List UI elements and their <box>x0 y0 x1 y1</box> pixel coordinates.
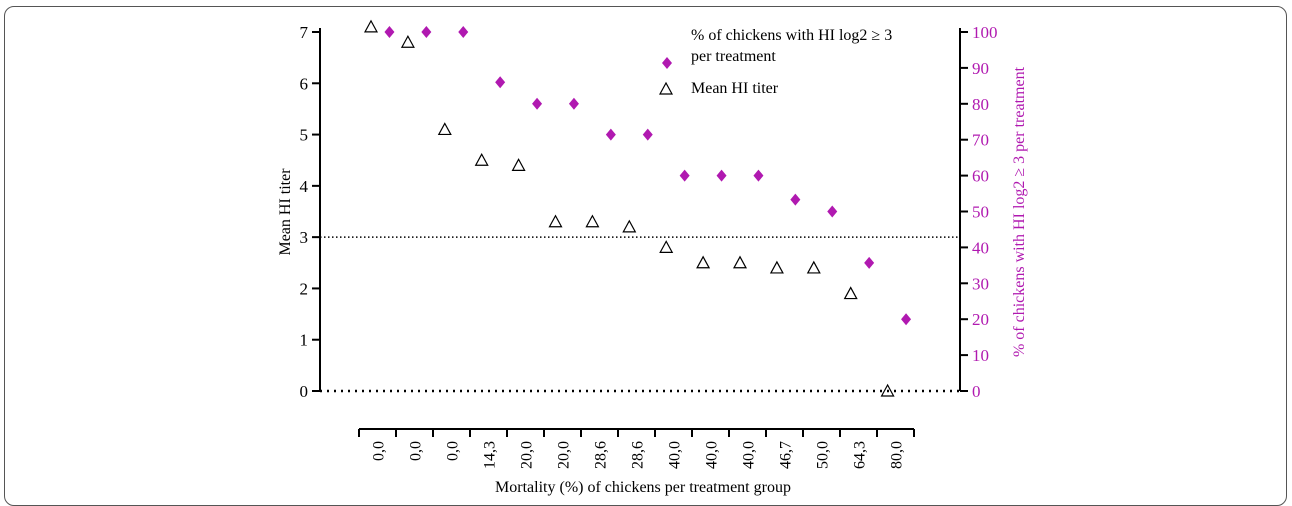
x-tick-label: 20,0 <box>556 441 573 469</box>
percent-chickens-point <box>901 313 912 326</box>
percent-chickens-point <box>384 26 395 38</box>
percent-chickens-point <box>827 205 838 218</box>
mean-hi-titer-point <box>400 35 415 48</box>
mean-hi-titer-point <box>511 158 526 171</box>
x-tick-label: 80,0 <box>889 441 906 469</box>
x-tick-label: 40,0 <box>741 441 758 469</box>
y-right-tick-label: 80 <box>972 95 989 114</box>
mean-hi-titer-point <box>548 214 563 228</box>
y-right-tick-label: 20 <box>972 310 989 329</box>
legend-label-mean-hi: Mean HI titer <box>691 80 779 97</box>
y-right-tick-label: 70 <box>972 131 989 150</box>
mean-hi-titer-point <box>659 240 674 253</box>
percent-chickens-point <box>421 26 432 38</box>
mean-hi-titer-point <box>769 260 784 274</box>
legend-label-percent-line2: per treatment <box>691 48 776 65</box>
mean-hi-titer-point <box>585 214 600 228</box>
y-right-tick-label: 100 <box>972 23 998 42</box>
x-tick-label: 46,7 <box>778 441 795 469</box>
x-tick-label: 64,3 <box>852 441 869 469</box>
x-tick-label: 40,0 <box>667 441 684 469</box>
y-left-tick-label: 5 <box>300 126 309 145</box>
y-left-tick-label: 0 <box>300 382 309 401</box>
x-tick-label: 20,0 <box>519 441 536 469</box>
percent-chickens-point <box>605 128 616 141</box>
y-right-tick-label: 50 <box>972 203 989 222</box>
percent-chickens-point <box>679 169 690 182</box>
legend-label-percent-line1: % of chickens with HI log2 ≥ 3 <box>691 27 892 44</box>
mean-hi-titer-point <box>363 19 379 33</box>
legend-diamond-marker <box>662 57 672 69</box>
y-left-tick-label: 4 <box>300 177 309 196</box>
x-tick-label: 28,6 <box>630 441 647 469</box>
mean-hi-titer-point <box>732 255 748 269</box>
mean-hi-titer-point <box>622 219 637 233</box>
mean-hi-titer-point <box>474 152 489 166</box>
percent-chickens-point <box>458 26 469 38</box>
y-left-tick-label: 3 <box>300 228 309 247</box>
y-axis-right-label: % of chickens with HI log2 ≥ 3 per treat… <box>1011 66 1028 357</box>
y-axis-left-label: Mean HI titer <box>277 168 294 256</box>
legend-triangle-marker <box>658 81 674 95</box>
y-right-tick-label: 10 <box>972 346 989 365</box>
y-right-tick-label: 0 <box>972 382 981 401</box>
y-right-tick-label: 60 <box>972 167 989 186</box>
x-tick-label: 0,0 <box>408 441 425 461</box>
figure-frame <box>4 6 1287 506</box>
x-tick-label: 0,0 <box>445 441 462 461</box>
percent-chickens-point <box>568 97 579 110</box>
y-left-tick-label: 1 <box>300 331 309 350</box>
y-left-tick-label: 7 <box>300 23 309 42</box>
x-tick-label: 50,0 <box>815 441 832 469</box>
y-right-tick-label: 90 <box>972 59 989 78</box>
y-left-tick-label: 2 <box>300 279 309 298</box>
percent-chickens-point <box>864 256 875 269</box>
mean-hi-titer-point <box>806 260 821 274</box>
mean-hi-titer-point <box>437 122 452 136</box>
percent-chickens-point <box>753 169 764 182</box>
y-right-tick-label: 30 <box>972 274 989 293</box>
x-axis-label: Mortality (%) of chickens per treatment … <box>495 479 791 496</box>
percent-chickens-point <box>532 97 543 110</box>
y-left-tick-label: 6 <box>300 74 309 93</box>
x-tick-label: 40,0 <box>704 441 721 469</box>
legend: % of chickens with HI log2 ≥ 3 per treatm… <box>658 27 892 97</box>
x-tick-label: 28,6 <box>593 441 610 469</box>
percent-chickens-point <box>790 193 801 206</box>
percent-chickens-point <box>716 169 727 182</box>
mean-hi-titer-point <box>843 286 858 300</box>
x-tick-label: 0,0 <box>371 441 388 461</box>
mean-hi-titer-point <box>696 255 711 269</box>
percent-chickens-point <box>495 76 506 89</box>
percent-chickens-point <box>642 128 653 141</box>
mean-hi-titer-point <box>880 383 895 397</box>
marks-layer <box>363 19 912 397</box>
y-right-tick-label: 40 <box>972 238 989 257</box>
x-tick-label: 14,3 <box>482 441 499 469</box>
